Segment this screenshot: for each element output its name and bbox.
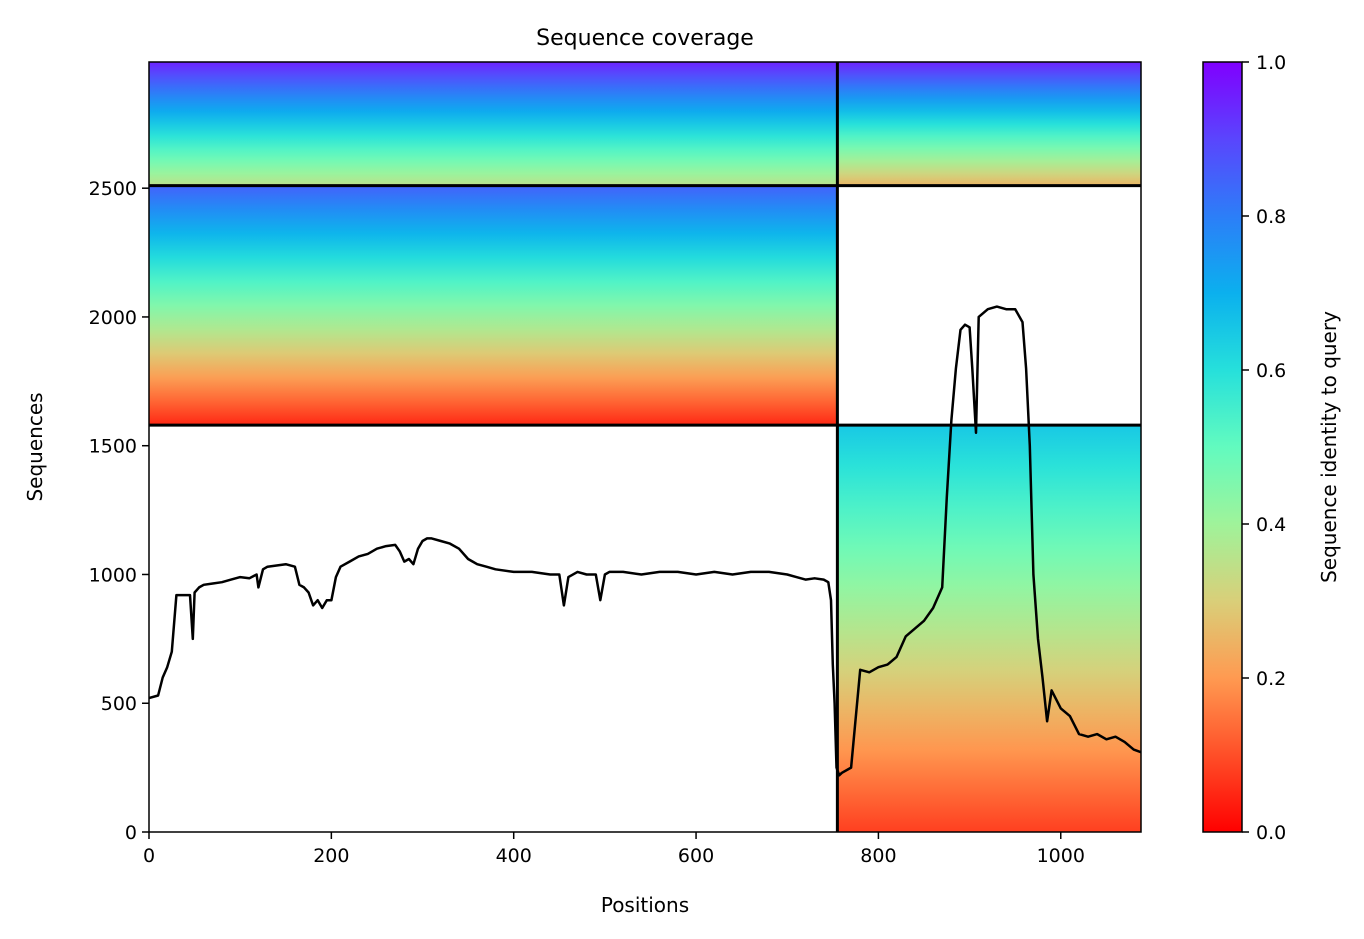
coverage-blocks	[149, 62, 1141, 832]
x-tick-label: 0	[143, 845, 155, 867]
colorbar-ticks: 0.0 0.2 0.4 0.6 0.8 1.0	[1242, 52, 1286, 844]
coverage-line	[149, 305, 1141, 777]
y-tick-label: 1000	[89, 564, 137, 586]
colorbar-tick-label: 0.4	[1256, 514, 1286, 536]
y-tick-label: 2000	[89, 307, 137, 329]
x-tick-label: 1000	[1037, 845, 1085, 867]
coverage-curve	[149, 305, 1141, 777]
colorbar-tick-label: 0.6	[1256, 360, 1286, 382]
y-axis-ticks: 0 500 1000 1500 2000 2500	[89, 178, 149, 844]
colorbar-tick-label: 1.0	[1256, 52, 1286, 74]
y-tick-label: 2500	[89, 178, 137, 200]
x-tick-label: 200	[313, 845, 349, 867]
colorbar-tick-label: 0.2	[1256, 668, 1286, 690]
coverage-block	[837, 425, 1141, 832]
plot-frame	[148, 61, 1142, 833]
coverage-block	[837, 62, 1141, 186]
x-tick-label: 800	[860, 845, 896, 867]
colorbar	[1202, 61, 1243, 833]
chart-title: Sequence coverage	[536, 26, 754, 51]
colorbar-tick-label: 0.0	[1256, 822, 1286, 844]
x-tick-label: 600	[678, 845, 714, 867]
y-tick-label: 500	[101, 693, 137, 715]
y-tick-label: 0	[125, 822, 137, 844]
y-tick-label: 1500	[89, 436, 137, 458]
y-axis-label: Sequences	[23, 392, 47, 501]
x-axis-label: Positions	[601, 893, 689, 917]
colorbar-tick-label: 0.8	[1256, 206, 1286, 228]
coverage-block	[149, 62, 838, 186]
coverage-block	[149, 185, 838, 426]
x-tick-label: 400	[496, 845, 532, 867]
x-axis-ticks: 0 200 400 600 800 1000	[143, 832, 1085, 867]
colorbar-label: Sequence identity to query	[1317, 311, 1341, 583]
